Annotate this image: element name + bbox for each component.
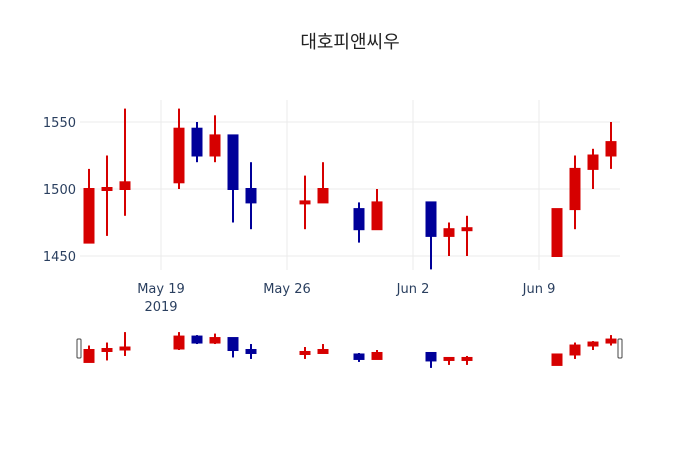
slider-candle <box>461 355 473 365</box>
y-axis: 1450 1500 1550 <box>43 116 76 265</box>
slider-candle <box>245 344 257 359</box>
slider-candle <box>101 342 113 361</box>
slider-candle <box>191 335 203 345</box>
candle <box>317 162 329 204</box>
range-slider-right-handle[interactable] <box>617 338 623 359</box>
candles-main <box>83 108 617 270</box>
candle <box>101 155 113 236</box>
slider-candle <box>317 344 329 354</box>
slider-candle <box>227 337 239 358</box>
candle <box>587 148 599 189</box>
x-tick-label: May 26 <box>263 282 311 297</box>
x-tick-label: Jun 2 <box>396 282 430 297</box>
range-slider[interactable] <box>76 332 623 368</box>
candle <box>173 108 185 189</box>
candle <box>569 155 581 230</box>
candle <box>443 222 455 256</box>
slider-candle <box>299 347 311 359</box>
candle <box>353 202 365 243</box>
candle <box>227 134 239 223</box>
slider-candle <box>209 333 221 345</box>
candle <box>245 162 257 230</box>
candle <box>551 208 563 258</box>
x-axis: May 19 2019 May 26 Jun 2 Jun 9 <box>137 282 555 315</box>
candle <box>299 175 311 230</box>
slider-candle <box>587 341 599 350</box>
slider-candle <box>443 356 455 365</box>
slider-candle <box>353 352 365 362</box>
candle <box>83 168 95 244</box>
range-slider-left-handle[interactable] <box>76 338 82 359</box>
slider-candle <box>371 350 383 360</box>
candle <box>425 201 437 270</box>
grid-lines <box>80 100 620 270</box>
slider-candle <box>119 332 131 356</box>
slider-candle <box>551 353 563 366</box>
x-tick-label: May 19 <box>137 282 185 297</box>
chart-title: 대호피앤씨우 <box>300 32 399 53</box>
slider-candle <box>425 351 437 368</box>
slider-candle <box>605 335 617 346</box>
slider-candle <box>569 342 581 359</box>
y-tick-label: 1550 <box>43 116 76 131</box>
candle <box>371 189 383 231</box>
candle <box>461 215 473 256</box>
y-tick-label: 1500 <box>43 183 76 198</box>
y-tick-label: 1450 <box>43 250 76 265</box>
candle <box>191 122 203 163</box>
x-tick-sublabel: 2019 <box>144 300 177 315</box>
slider-candle <box>83 345 95 363</box>
candle <box>605 122 617 169</box>
candle <box>119 108 131 216</box>
x-tick-label: Jun 9 <box>522 282 556 297</box>
candle <box>209 115 221 163</box>
slider-candle <box>173 332 185 350</box>
